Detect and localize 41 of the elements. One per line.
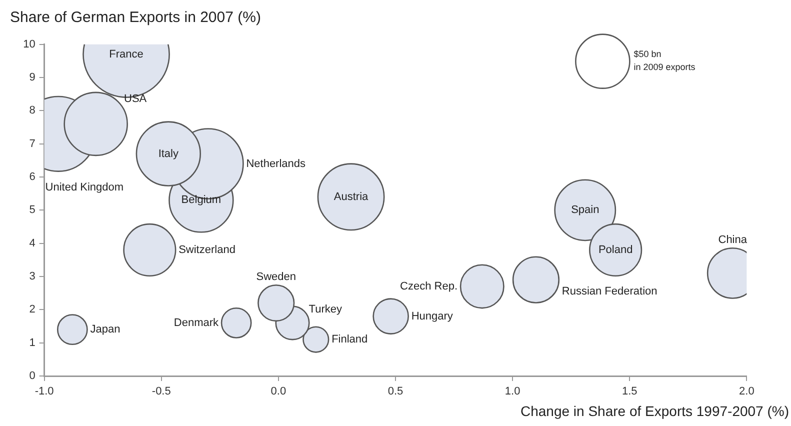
series-label: France: [109, 48, 144, 60]
series-label: Denmark: [174, 316, 220, 329]
x-tick-label: 1.0: [504, 386, 520, 398]
series-label: Netherlands: [246, 158, 306, 170]
y-tick-label: 3: [29, 270, 36, 283]
series-label: Hungary: [411, 310, 454, 322]
y-tick-label: 9: [29, 72, 36, 84]
series-label: Czech Rep.: [400, 280, 458, 292]
series-label: Japan: [90, 324, 120, 336]
y-tick-label: 0: [29, 370, 36, 382]
y-axis-title: Share of German Exports in 2007 (%): [10, 9, 261, 26]
series-label: China: [718, 234, 748, 246]
y-tick-label: 6: [29, 171, 36, 184]
x-tick-label: 1.5: [622, 386, 638, 398]
x-tick-label: 2.0: [739, 386, 754, 398]
y-tick-label: 5: [29, 204, 36, 216]
x-tick-label: -0.5: [152, 386, 171, 398]
y-tick-label: 10: [23, 38, 36, 50]
x-tick-label: 0.5: [388, 386, 404, 398]
x-tick-label: -1.0: [34, 386, 54, 398]
series-label: Poland: [598, 244, 633, 256]
series-label: United Kingdom: [45, 181, 124, 194]
y-tick-label: 4: [29, 237, 36, 250]
series-label: Austria: [334, 190, 370, 203]
series-label: Italy: [158, 148, 179, 160]
series-label: Finland: [332, 334, 368, 346]
series-label: USA: [124, 92, 148, 105]
y-tick-label: 8: [29, 104, 36, 117]
x-tick-label: 0.0: [270, 386, 286, 398]
series-label: Switzerland: [178, 244, 236, 256]
series-label: Russian Federation: [562, 285, 658, 298]
y-tick-label: 2: [29, 304, 36, 316]
series-label: Turkey: [308, 304, 343, 316]
x-axis-title: Change in Share of Exports 1997-2007 (%): [520, 403, 789, 419]
y-tick-label: 1: [29, 336, 36, 349]
y-tick-label: 7: [29, 138, 36, 150]
series-label: Belgium: [181, 194, 222, 206]
legend-label: $50 bn: [634, 48, 662, 59]
series-label: Spain: [571, 204, 600, 216]
series-label: Sweden: [256, 271, 296, 284]
legend-title: in 2009 exports: [634, 62, 696, 72]
